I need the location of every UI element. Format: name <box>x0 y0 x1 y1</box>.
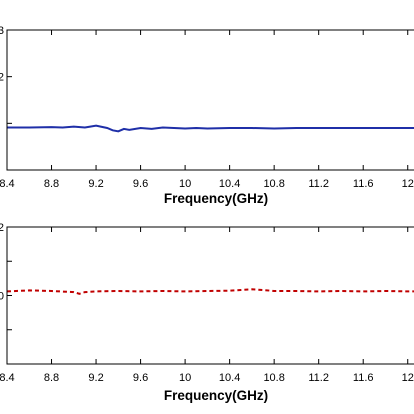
y-tick-label: 2 <box>0 72 4 84</box>
series-line <box>7 124 414 133</box>
y-tick-label: 2 <box>0 222 4 234</box>
x-tick-label: 10.4 <box>219 178 240 190</box>
x-tick-label: 10.8 <box>263 372 284 384</box>
x-tick-label: 11.6 <box>353 372 374 384</box>
bottom-x-ticks: 8.4 8.8 9.2 9.6 10 10.4 10.8 11.2 11.6 12 <box>0 227 414 384</box>
top-plot-frame <box>6 29 414 171</box>
top-series-group <box>7 124 414 133</box>
x-tick-label: 10.4 <box>219 372 240 384</box>
x-tick-label: 9.6 <box>133 178 148 190</box>
x-tick-label: 10 <box>179 178 191 190</box>
top-y-ticks: 23 <box>0 25 12 171</box>
x-tick-label: 8.8 <box>44 178 59 190</box>
x-tick-label: 8.8 <box>44 372 59 384</box>
x-tick-label: 10.8 <box>263 178 284 190</box>
bottom-chart: 02 8.4 8.8 9.2 9.6 10 10.4 10.8 11.2 11.6 12 Freq… <box>0 222 414 403</box>
y-tick-label: 3 <box>0 25 4 37</box>
y-tick-label: 0 <box>0 291 4 303</box>
x-tick-label: 9.2 <box>88 178 103 190</box>
top-x-axis-label: Frequency(GHz) <box>164 191 268 206</box>
bottom-x-axis-label: Frequency(GHz) <box>164 388 268 403</box>
x-tick-label: 12 <box>402 372 414 384</box>
x-tick-label: 8.4 <box>0 372 15 384</box>
bottom-series-group <box>6 288 414 295</box>
x-tick-label: 8.4 <box>0 178 15 190</box>
x-tick-label: 11.2 <box>308 372 329 384</box>
series-line <box>6 288 414 295</box>
bottom-plot-frame <box>6 226 414 365</box>
x-tick-label: 11.2 <box>308 178 329 190</box>
x-tick-label: 9.6 <box>133 372 148 384</box>
top-chart: 23 8.4 8.8 9.2 9.6 10 10.4 10.8 11.2 11.6 12 Freq… <box>0 25 414 206</box>
top-x-ticks: 8.4 8.8 9.2 9.6 10 10.4 10.8 11.2 11.6 12 <box>0 30 414 190</box>
x-tick-label: 12 <box>402 178 414 190</box>
x-tick-label: 9.2 <box>88 372 103 384</box>
bottom-y-ticks: 02 <box>0 222 12 365</box>
x-tick-label: 10 <box>179 372 191 384</box>
x-tick-label: 11.6 <box>353 178 374 190</box>
